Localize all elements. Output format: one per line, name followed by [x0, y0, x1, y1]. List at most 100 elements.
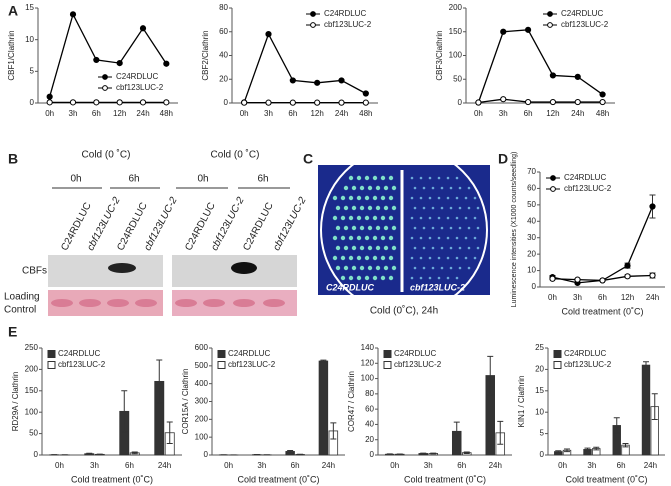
y-axis-label: CBF2/Clathrin [201, 30, 210, 80]
y-tick-label: 0 [540, 450, 545, 459]
seedling [431, 206, 435, 210]
x-tick-label: 6h [617, 461, 626, 470]
point [139, 25, 147, 32]
seedling [383, 225, 389, 231]
seedling [343, 185, 349, 191]
legend-label: C24RDLUC [228, 349, 270, 358]
seedling [410, 216, 414, 220]
point [574, 276, 581, 283]
point [93, 99, 100, 106]
error-bar [497, 420, 504, 445]
y-tick-label: 20 [527, 249, 536, 258]
seedling [431, 226, 435, 230]
bar [318, 360, 329, 456]
y-tick-label: 60 [365, 404, 374, 413]
seedling [413, 266, 417, 270]
point [46, 93, 53, 100]
legend-label: C24RDLUC [116, 72, 158, 81]
seedling [458, 206, 462, 210]
x-tick-label: 0h [240, 109, 249, 118]
seedling [413, 206, 417, 210]
seedling [446, 256, 450, 260]
timepoint-label: 0h [197, 174, 208, 185]
point [599, 277, 606, 284]
legend-swatch [383, 361, 392, 369]
seedling [473, 236, 477, 240]
point [163, 60, 170, 67]
seedling [343, 205, 349, 211]
seedling [440, 226, 444, 230]
seedling [464, 196, 468, 200]
seedling [467, 246, 471, 250]
seedling [372, 215, 378, 221]
point [500, 96, 507, 103]
y-tick-label: 40 [527, 216, 536, 225]
legend-label: C24RDLUC [58, 349, 100, 358]
blot-cbf [48, 255, 163, 287]
y-tick-label: 150 [449, 27, 463, 36]
error-bar [156, 359, 163, 404]
seedling [367, 205, 373, 211]
seedling [348, 175, 354, 181]
y-tick-label: 150 [25, 386, 39, 395]
x-tick-label: 0h [45, 109, 54, 118]
seedling [391, 185, 397, 191]
legend-marker [547, 22, 553, 28]
x-tick-label: 6h [125, 461, 134, 470]
x-tick-label: 3h [257, 461, 266, 470]
seedling [332, 215, 338, 221]
y-tick-label: 0 [34, 450, 39, 459]
seedling [473, 216, 477, 220]
point [549, 275, 556, 282]
x-axis-label: Cold treatment (0˚C) [561, 306, 643, 316]
seedling [391, 245, 397, 251]
seedling [428, 256, 432, 260]
x-tick-label: 24h [136, 109, 149, 118]
y-tick-label: 0 [532, 282, 537, 291]
y-tick-label: 120 [361, 358, 375, 367]
seedling [440, 206, 444, 210]
seedling [359, 265, 365, 271]
seedling [332, 235, 338, 241]
seedling [437, 176, 441, 180]
x-axis-label: Cold treatment (0˚C) [237, 474, 319, 484]
point [500, 28, 507, 35]
point [289, 99, 296, 106]
x-tick-label: 24h [322, 461, 335, 470]
error-bar [287, 450, 294, 453]
seedling [380, 275, 386, 281]
x-tick-label: 3h [264, 109, 273, 118]
seedling [380, 195, 386, 201]
y-tick-label: 0 [458, 98, 463, 107]
seedling [372, 275, 378, 281]
seedling [340, 255, 346, 261]
point [362, 99, 369, 106]
seedling [422, 186, 426, 190]
seedling [446, 176, 450, 180]
legend-label: C24RDLUC [561, 9, 603, 18]
x-tick-label: 24h [158, 461, 171, 470]
x-tick-label: 0h [558, 461, 567, 470]
row-label: Loading [4, 292, 40, 303]
seedling [375, 245, 381, 251]
seedling [380, 255, 386, 261]
seedling [356, 275, 362, 281]
seedling [348, 255, 354, 261]
error-bar [121, 390, 128, 433]
point [116, 60, 123, 67]
y-tick-label: 140 [361, 343, 375, 352]
series-line [49, 12, 167, 97]
x-tick-label: 0h [55, 461, 64, 470]
seedling [335, 225, 341, 231]
row-label: CBFs [22, 266, 47, 277]
band [108, 263, 136, 273]
seedling [364, 235, 370, 241]
seedling [476, 246, 480, 250]
point [524, 98, 532, 106]
seedling [383, 185, 389, 191]
seedlings [332, 175, 480, 281]
seedling [446, 216, 450, 220]
point [524, 26, 532, 33]
seedling [380, 175, 386, 181]
